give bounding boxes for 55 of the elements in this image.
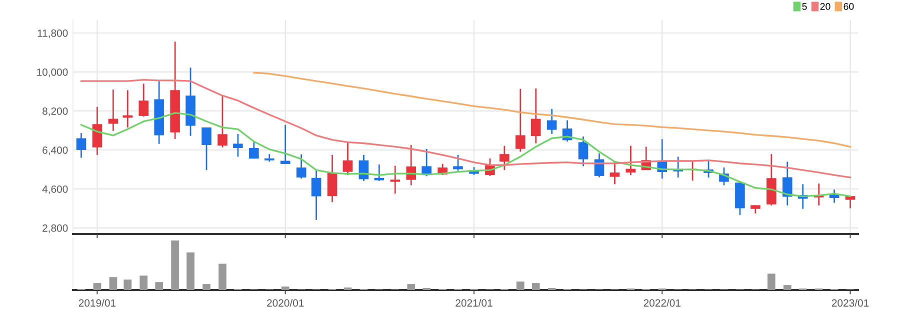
legend-label: 60 (844, 3, 854, 10)
candlestick (845, 195, 856, 209)
y-tick-label: 11,800 (38, 29, 68, 38)
y-tick-label: 4,600 (42, 185, 68, 194)
candlestick (453, 154, 463, 172)
bar (532, 283, 540, 290)
bar (186, 252, 194, 290)
bar (171, 240, 179, 290)
x-tick-label: 2021/01 (456, 299, 492, 307)
bar (155, 282, 163, 290)
bar (407, 284, 416, 290)
candlestick (202, 126, 212, 171)
y-tick-label: 8,200 (42, 107, 68, 116)
bar (124, 280, 132, 290)
x-tick-label: 2020/01 (267, 299, 304, 307)
candlestick (280, 124, 290, 165)
line-series (253, 72, 852, 148)
bar (281, 286, 290, 290)
candlestick (782, 160, 792, 206)
x-tick-label: 2022/01 (644, 299, 680, 307)
candlestick (515, 88, 526, 152)
y-tick-label: 6,400 (42, 146, 68, 156)
candlestick (249, 141, 259, 160)
candlestick (342, 141, 353, 176)
candlestick (218, 95, 228, 148)
candlestick (500, 145, 510, 171)
candlestick (138, 82, 149, 118)
bar (516, 282, 524, 290)
line-series (80, 78, 852, 178)
candlestick (626, 145, 636, 176)
x-tick-label: 2023/01 (832, 299, 869, 307)
candlestick (546, 108, 557, 135)
x-tick-label: 2019/01 (78, 299, 116, 307)
y-tick-label: 2,800 (42, 224, 68, 234)
bar (93, 283, 102, 290)
bar (109, 277, 118, 290)
bar (767, 274, 776, 290)
candlestick (76, 132, 86, 158)
legend-label: 20 (820, 3, 830, 10)
candlestick (296, 154, 306, 180)
candlestick (578, 136, 588, 167)
candlestick (374, 164, 384, 182)
legend-label: 5 (802, 3, 807, 10)
candlestick (390, 165, 400, 194)
candlestick (311, 169, 322, 221)
bar (140, 276, 148, 290)
candlestick (108, 88, 118, 132)
candlestick (327, 154, 338, 203)
candlestick (530, 88, 541, 144)
candlestick (92, 106, 102, 156)
candlestick (233, 133, 243, 158)
bar (783, 285, 792, 290)
bar (202, 284, 210, 290)
bar (218, 264, 226, 290)
y-tick-label: 10,000 (37, 68, 68, 78)
